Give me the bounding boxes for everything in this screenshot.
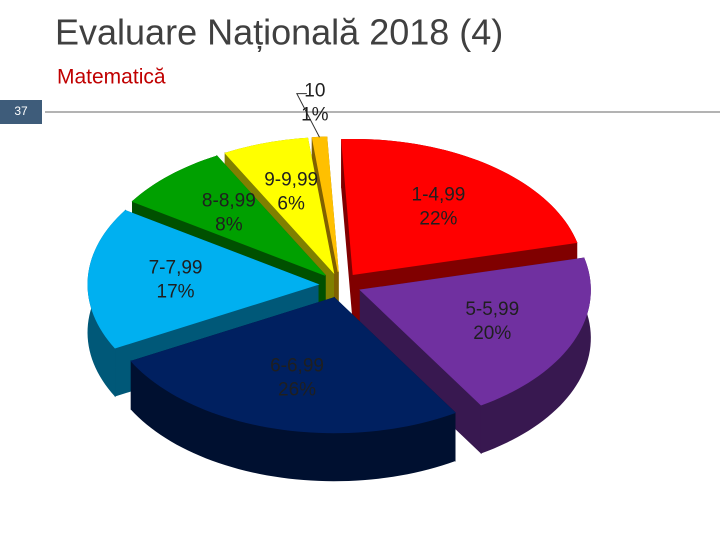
slide-number: 37 — [14, 104, 28, 118]
slice — [87, 210, 320, 349]
value-label: 8% — [215, 215, 243, 236]
slice — [130, 297, 456, 434]
slice — [311, 136, 339, 272]
category-label: 10 — [304, 81, 325, 102]
value-label: 20% — [473, 323, 511, 344]
value-label: 1% — [301, 105, 329, 126]
data-labels: 1-4,99 22% 5-5,99 20% 6-6,99 26% 7-7,99 17% 8-8,… — [149, 81, 520, 401]
slice — [341, 138, 578, 275]
value-label: 6% — [277, 193, 305, 214]
pie-chart: 1-4,99 22% 5-5,99 20% 6-6,99 26% 7-7,99 17% 8-8,… — [87, 81, 591, 482]
value-label: 26% — [278, 380, 316, 401]
category-label: 7-7,99 — [149, 258, 203, 279]
slice — [131, 155, 326, 276]
category-label: 5-5,99 — [465, 299, 519, 320]
category-label: 8-8,99 — [202, 191, 256, 212]
slide-number-box — [0, 100, 42, 124]
slice — [224, 137, 335, 275]
slide-subtitle: Matematică — [57, 66, 166, 89]
slide-title: Evaluare Națională 2018 (4) — [55, 12, 503, 53]
slice-tops — [87, 136, 591, 434]
category-label: 6-6,99 — [270, 356, 324, 377]
value-label: 22% — [419, 208, 457, 229]
value-label: 17% — [157, 282, 195, 303]
category-label: 9-9,99 — [264, 169, 318, 190]
leader-line — [296, 93, 320, 138]
slice — [359, 257, 591, 406]
category-label: 1-4,99 — [412, 184, 466, 205]
